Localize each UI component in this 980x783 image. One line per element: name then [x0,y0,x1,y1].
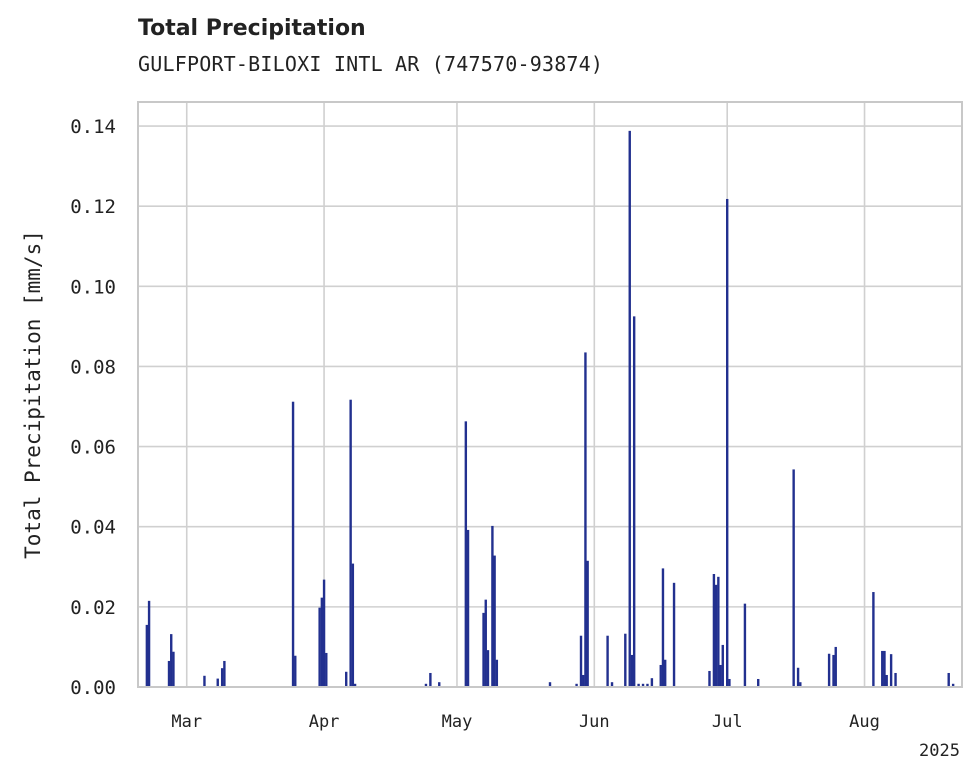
precip-bar [482,612,485,687]
precip-bar [582,674,585,687]
precip-bar [885,674,888,687]
precip-bar [714,584,718,687]
precip-bar [484,599,487,687]
precip-bar [584,352,587,687]
y-tick-label: 0.00 [70,677,116,699]
precip-bar [799,682,802,687]
precip-bar [223,660,226,687]
precip-bar [881,650,884,687]
precip-bar [294,655,297,687]
precip-bar [894,672,897,687]
precip-bar [203,675,206,687]
precip-bar [832,654,835,687]
precip-bar [429,672,432,687]
precip-bar [641,683,645,687]
precip-bar [579,635,583,687]
precip-bar [659,664,662,687]
precip-bar [167,660,171,687]
x-tick-label: Jul [712,712,743,732]
precip-bar [438,682,441,687]
precip-bar [486,650,490,687]
precip-bar [719,664,722,687]
precip-bar [322,579,326,687]
precip-bar [728,678,731,687]
precip-bar [872,592,875,687]
y-tick-label: 0.06 [70,437,116,459]
precip-bar [827,653,831,687]
precip-bar [606,635,609,687]
precip-bar [721,644,724,687]
precip-bar [466,529,470,687]
precip-bar [661,568,665,687]
precip-bar [318,607,321,687]
precip-bar [672,582,676,687]
y-tick-label: 0.08 [70,356,116,378]
precip-bar [216,678,219,687]
precip-bar [951,683,955,687]
y-tick-label: 0.02 [70,597,116,619]
precip-bar [630,654,634,687]
precip-bar [889,654,893,687]
chart-title: Total Precipitation [138,16,366,41]
precip-bar [147,600,151,687]
precip-bar [632,316,636,687]
precip-bar [170,634,173,687]
y-tick-label: 0.10 [70,276,116,298]
data-bars [145,130,955,688]
y-tick-label: 0.14 [70,116,116,138]
precip-bar [575,683,578,687]
precip-bar [624,633,627,687]
x-tick-label: Jun [579,712,610,732]
precip-bar [947,672,950,687]
precip-bar [637,683,640,687]
chart-subtitle: GULFPORT-BILOXI INTL AR (747570-93874) [138,52,604,76]
precip-bar [495,659,499,687]
precip-bar [220,668,224,687]
precip-bar [351,563,355,687]
precip-bar [663,659,667,687]
x-tick-label: Apr [309,712,340,732]
precip-bar [712,574,716,687]
precip-bar [493,555,496,687]
precip-bar [834,646,837,687]
x-tick-label: Mar [171,712,202,732]
precip-bar [548,682,552,687]
precip-bar [726,198,729,687]
x-tick-label: May [442,712,473,732]
precip-bar [743,603,747,687]
x-tick-label: Aug [849,712,880,732]
y-tick-label: 0.12 [70,196,116,218]
x-year-label: 2025 [919,741,960,761]
plot-frame [137,101,963,688]
precip-bar [424,683,428,687]
y-tick-labels: 0.00 0.02 0.04 0.06 0.08 0.10 0.12 0.14 [70,116,116,699]
precip-bar [628,130,631,688]
precip-bar [717,576,720,687]
precip-bar [757,678,760,687]
y-axis-label: Total Precipitation [mm/s] [21,230,45,559]
x-tick-labels: Mar Apr May Jun Jul Aug [171,712,880,732]
precip-bar [586,560,589,687]
precip-bar [145,624,149,687]
precip-bar [172,651,175,687]
precip-bar [792,469,795,687]
precip-bar [325,652,328,687]
precip-bar [646,683,649,687]
precip-bar [345,671,348,687]
precip-bar [650,678,654,687]
precip-bar [464,421,468,687]
grid-lines [138,102,962,688]
precip-bar [883,650,886,687]
precip-bar [491,525,494,687]
precip-bar [320,597,324,687]
precip-bar [349,399,352,687]
precip-bar [353,683,357,687]
precip-bar [610,682,614,687]
y-tick-label: 0.04 [70,517,116,539]
precip-bar [291,401,295,687]
precip-bar [708,670,711,687]
precip-bar [796,667,800,687]
